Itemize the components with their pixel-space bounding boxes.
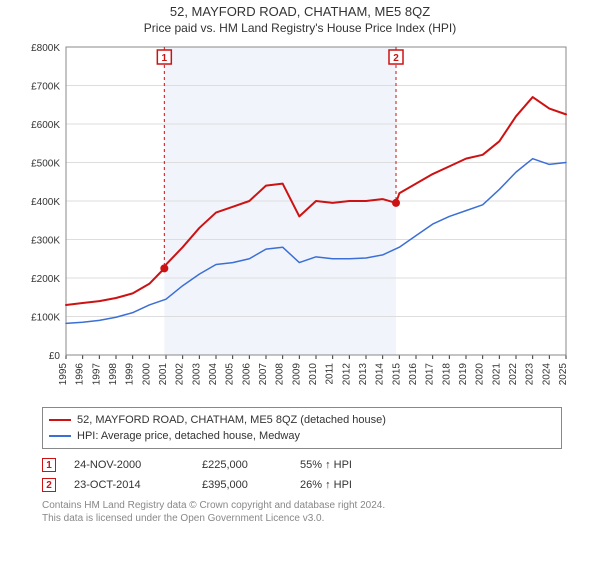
x-tick-label: 2019 — [458, 363, 469, 386]
sale-badge: 1 — [42, 458, 56, 472]
x-tick-label: 2005 — [225, 363, 236, 386]
sales-list: 1 24-NOV-2000 £225,000 55% ↑ HPI 2 23-OCT-201… — [42, 455, 562, 495]
x-tick-label: 2002 — [175, 363, 186, 386]
y-tick-label: £300K — [31, 236, 60, 247]
marker-dot-2 — [392, 199, 400, 207]
sale-date: 23-OCT-2014 — [74, 479, 184, 491]
x-tick-label: 2012 — [341, 363, 352, 386]
x-tick-label: 2024 — [541, 363, 552, 386]
x-tick-label: 2015 — [391, 363, 402, 386]
sale-row: 2 23-OCT-2014 £395,000 26% ↑ HPI — [42, 475, 562, 495]
y-tick-label: £700K — [31, 82, 60, 93]
page-subtitle: Price paid vs. HM Land Registry's House … — [0, 21, 600, 35]
x-tick-label: 2020 — [475, 363, 486, 386]
x-tick-label: 2025 — [558, 363, 569, 386]
legend-label: HPI: Average price, detached house, Medw… — [77, 430, 300, 442]
y-tick-label: £0 — [49, 351, 61, 362]
x-tick-label: 1999 — [125, 363, 136, 386]
x-tick-label: 2007 — [258, 363, 269, 386]
x-tick-label: 1998 — [108, 363, 119, 386]
y-tick-label: £800K — [31, 43, 60, 54]
x-tick-label: 2011 — [325, 363, 336, 385]
sale-price: £395,000 — [202, 479, 282, 491]
legend-swatch — [49, 435, 71, 437]
x-tick-label: 1995 — [58, 363, 69, 386]
sale-pct-vs-hpi: 26% ↑ HPI — [300, 479, 410, 491]
sale-row: 1 24-NOV-2000 £225,000 55% ↑ HPI — [42, 455, 562, 475]
x-tick-label: 2004 — [208, 363, 219, 386]
footer-line-2: This data is licensed under the Open Gov… — [42, 512, 562, 525]
sale-badge: 2 — [42, 478, 56, 492]
marker-badge-label-1: 1 — [162, 53, 168, 64]
x-tick-label: 1997 — [91, 363, 102, 386]
x-tick-label: 2013 — [358, 363, 369, 386]
x-tick-label: 2022 — [508, 363, 519, 386]
y-tick-label: £100K — [31, 313, 60, 324]
legend-item: 52, MAYFORD ROAD, CHATHAM, ME5 8QZ (deta… — [49, 412, 555, 428]
x-tick-label: 2003 — [191, 363, 202, 386]
legend-label: 52, MAYFORD ROAD, CHATHAM, ME5 8QZ (deta… — [77, 414, 386, 426]
sale-date: 24-NOV-2000 — [74, 459, 184, 471]
chart-svg: £0 £100K £200K £300K £400K £500K £600K £700K £80… — [20, 41, 580, 401]
x-tick-label: 2018 — [441, 363, 452, 386]
y-tick-label: £400K — [31, 197, 60, 208]
x-tick-label: 2016 — [408, 363, 419, 386]
x-tick-label: 2001 — [158, 363, 169, 386]
marker-dot-1 — [160, 264, 168, 272]
x-tick-label: 2000 — [141, 363, 152, 386]
footer-attribution: Contains HM Land Registry data © Crown c… — [42, 499, 562, 525]
y-tick-label: £600K — [31, 120, 60, 131]
y-tick-label: £200K — [31, 274, 60, 285]
sale-pct-vs-hpi: 55% ↑ HPI — [300, 459, 410, 471]
x-tick-label: 2023 — [525, 363, 536, 386]
x-tick-label: 2017 — [425, 363, 436, 386]
x-tick-label: 2008 — [275, 363, 286, 386]
x-tick-label: 2010 — [308, 363, 319, 386]
x-tick-label: 2021 — [491, 363, 502, 386]
sale-price: £225,000 — [202, 459, 282, 471]
y-tick-label: £500K — [31, 159, 60, 170]
x-tick-label: 2009 — [291, 363, 302, 386]
footer-line-1: Contains HM Land Registry data © Crown c… — [42, 499, 562, 512]
price-chart: £0 £100K £200K £300K £400K £500K £600K £700K £80… — [20, 41, 580, 401]
legend-item: HPI: Average price, detached house, Medw… — [49, 428, 555, 444]
legend: 52, MAYFORD ROAD, CHATHAM, ME5 8QZ (deta… — [42, 407, 562, 449]
x-tick-label: 2006 — [241, 363, 252, 386]
page-title: 52, MAYFORD ROAD, CHATHAM, ME5 8QZ — [0, 4, 600, 19]
x-tick-label: 1996 — [75, 363, 86, 386]
x-tick-label: 2014 — [375, 363, 386, 386]
legend-swatch — [49, 419, 71, 421]
marker-badge-label-2: 2 — [393, 53, 399, 64]
